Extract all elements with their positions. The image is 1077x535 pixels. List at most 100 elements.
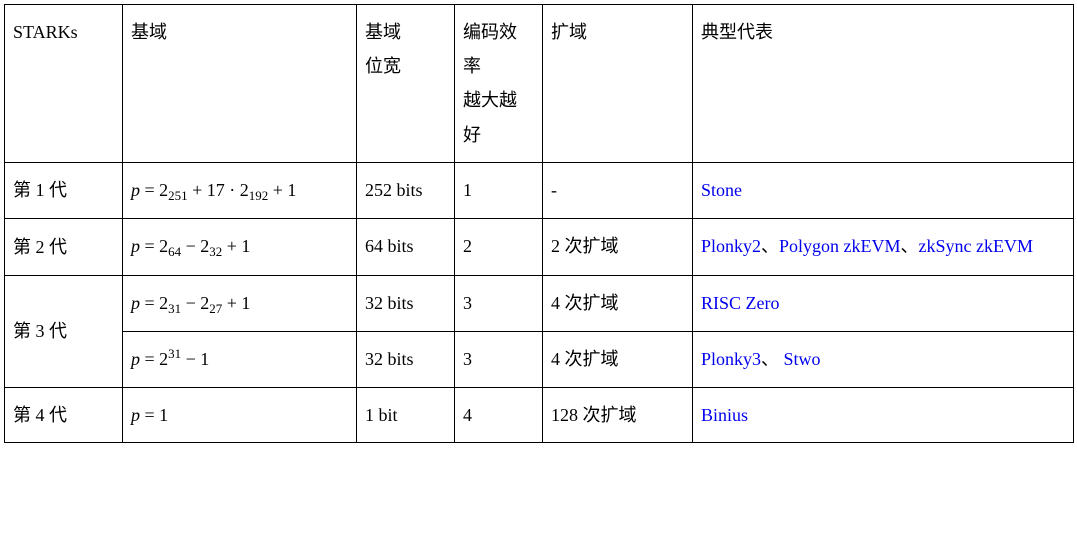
header-ext: 扩域 bbox=[543, 5, 693, 163]
p-part: + 17 · 2 bbox=[188, 180, 249, 200]
p-part: + 1 bbox=[222, 293, 250, 313]
table-row: 第 1 代 p = 2251 + 17 · 2192 + 1 252 bits … bbox=[5, 162, 1074, 218]
header-ext-label: 扩域 bbox=[551, 22, 587, 42]
p-sub: 31 bbox=[168, 301, 181, 316]
table-row: 第 3 代 p = 231 − 227 + 1 32 bits 3 4 次扩域 … bbox=[5, 275, 1074, 331]
gen-label: 第 1 代 bbox=[13, 180, 67, 200]
bits-value: 252 bits bbox=[365, 180, 423, 200]
ext-value: - bbox=[551, 180, 557, 200]
cell-bits: 32 bits bbox=[357, 332, 455, 387]
p-part: = 2 bbox=[140, 236, 168, 256]
cell-rep: Stone bbox=[693, 162, 1074, 218]
p-part: + 1 bbox=[222, 236, 250, 256]
bits-value: 64 bits bbox=[365, 236, 414, 256]
p-var: p bbox=[131, 293, 140, 313]
eff-value: 3 bbox=[463, 349, 472, 369]
cell-gen: 第 4 代 bbox=[5, 387, 123, 442]
gen-label: 第 4 代 bbox=[13, 405, 67, 425]
table-row: 第 2 代 p = 264 − 232 + 1 64 bits 2 2 次扩域 … bbox=[5, 219, 1074, 275]
header-starks: STARKs bbox=[5, 5, 123, 163]
eff-value: 1 bbox=[463, 180, 472, 200]
p-var: p bbox=[131, 349, 140, 369]
p-sub: 32 bbox=[209, 244, 222, 259]
p-sub: 27 bbox=[209, 301, 222, 316]
rep-link[interactable]: Stone bbox=[701, 180, 742, 200]
cell-ext: 128 次扩域 bbox=[543, 387, 693, 442]
eff-value: 2 bbox=[463, 236, 472, 256]
p-var: p bbox=[131, 180, 140, 200]
ext-value: 4 次扩域 bbox=[551, 349, 619, 369]
cell-ext: 4 次扩域 bbox=[543, 332, 693, 387]
starks-table: STARKs 基域 基域 位宽 编码效率 越大越好 扩域 典型代表 第 1 代 … bbox=[4, 4, 1074, 443]
rep-link[interactable]: Stwo bbox=[784, 349, 821, 369]
p-part: = 1 bbox=[140, 405, 168, 425]
header-domain: 基域 bbox=[123, 5, 357, 163]
p-sub: 64 bbox=[168, 244, 181, 259]
cell-gen: 第 2 代 bbox=[5, 219, 123, 275]
cell-gen: 第 1 代 bbox=[5, 162, 123, 218]
cell-eff: 1 bbox=[455, 162, 543, 218]
bits-value: 32 bits bbox=[365, 293, 414, 313]
p-part: + 1 bbox=[268, 180, 296, 200]
ext-value: 128 次扩域 bbox=[551, 405, 637, 425]
cell-ext: 2 次扩域 bbox=[543, 219, 693, 275]
header-eff-l1: 编码效率 bbox=[463, 22, 517, 76]
p-sub: 192 bbox=[249, 188, 268, 203]
header-starks-label: STARKs bbox=[13, 22, 78, 42]
header-eff: 编码效率 越大越好 bbox=[455, 5, 543, 163]
eff-value: 3 bbox=[463, 293, 472, 313]
rep-link[interactable]: Plonky2 bbox=[701, 236, 761, 256]
cell-gen: 第 3 代 bbox=[5, 275, 123, 387]
p-part: − 2 bbox=[181, 236, 209, 256]
cell-bits: 64 bits bbox=[357, 219, 455, 275]
cell-eff: 2 bbox=[455, 219, 543, 275]
p-sup: 31 bbox=[168, 346, 181, 361]
p-part: = 2 bbox=[140, 349, 168, 369]
p-var: p bbox=[131, 405, 140, 425]
header-rep: 典型代表 bbox=[693, 5, 1074, 163]
p-part: − 1 bbox=[181, 349, 209, 369]
p-var: p bbox=[131, 236, 140, 256]
sep: 、 bbox=[901, 236, 919, 256]
cell-domain: p = 2251 + 17 · 2192 + 1 bbox=[123, 162, 357, 218]
cell-ext: - bbox=[543, 162, 693, 218]
cell-domain: p = 231 − 1 bbox=[123, 332, 357, 387]
cell-domain: p = 264 − 232 + 1 bbox=[123, 219, 357, 275]
ext-value: 4 次扩域 bbox=[551, 293, 619, 313]
cell-domain: p = 1 bbox=[123, 387, 357, 442]
rep-link[interactable]: RISC Zero bbox=[701, 293, 780, 313]
table-row: p = 231 − 1 32 bits 3 4 次扩域 Plonky3、 Stw… bbox=[5, 332, 1074, 387]
table-row: 第 4 代 p = 1 1 bit 4 128 次扩域 Binius bbox=[5, 387, 1074, 442]
p-part: = 2 bbox=[140, 180, 168, 200]
cell-ext: 4 次扩域 bbox=[543, 275, 693, 331]
cell-eff: 3 bbox=[455, 275, 543, 331]
cell-domain: p = 231 − 227 + 1 bbox=[123, 275, 357, 331]
header-domain-label: 基域 bbox=[131, 22, 167, 42]
eff-value: 4 bbox=[463, 405, 472, 425]
p-part: − 2 bbox=[181, 293, 209, 313]
p-part: = 2 bbox=[140, 293, 168, 313]
cell-eff: 3 bbox=[455, 332, 543, 387]
sep: 、 bbox=[761, 236, 779, 256]
rep-link[interactable]: Polygon zkEVM bbox=[779, 236, 901, 256]
header-bits-l1: 基域 bbox=[365, 22, 401, 42]
cell-rep: Binius bbox=[693, 387, 1074, 442]
cell-rep: Plonky2、Polygon zkEVM、zkSync zkEVM bbox=[693, 219, 1074, 275]
ext-value: 2 次扩域 bbox=[551, 236, 619, 256]
gen-label: 第 2 代 bbox=[13, 237, 67, 257]
cell-eff: 4 bbox=[455, 387, 543, 442]
cell-rep: Plonky3、 Stwo bbox=[693, 332, 1074, 387]
gen-label: 第 3 代 bbox=[13, 321, 67, 341]
cell-bits: 1 bit bbox=[357, 387, 455, 442]
header-rep-label: 典型代表 bbox=[701, 22, 773, 42]
header-row: STARKs 基域 基域 位宽 编码效率 越大越好 扩域 典型代表 bbox=[5, 5, 1074, 163]
cell-bits: 32 bits bbox=[357, 275, 455, 331]
rep-link[interactable]: Plonky3 bbox=[701, 349, 761, 369]
header-bits: 基域 位宽 bbox=[357, 5, 455, 163]
p-sub: 251 bbox=[168, 188, 187, 203]
header-eff-l2: 越大越好 bbox=[463, 90, 517, 144]
rep-link[interactable]: zkSync zkEVM bbox=[919, 236, 1033, 256]
cell-rep: RISC Zero bbox=[693, 275, 1074, 331]
rep-link[interactable]: Binius bbox=[701, 405, 748, 425]
bits-value: 1 bit bbox=[365, 405, 398, 425]
